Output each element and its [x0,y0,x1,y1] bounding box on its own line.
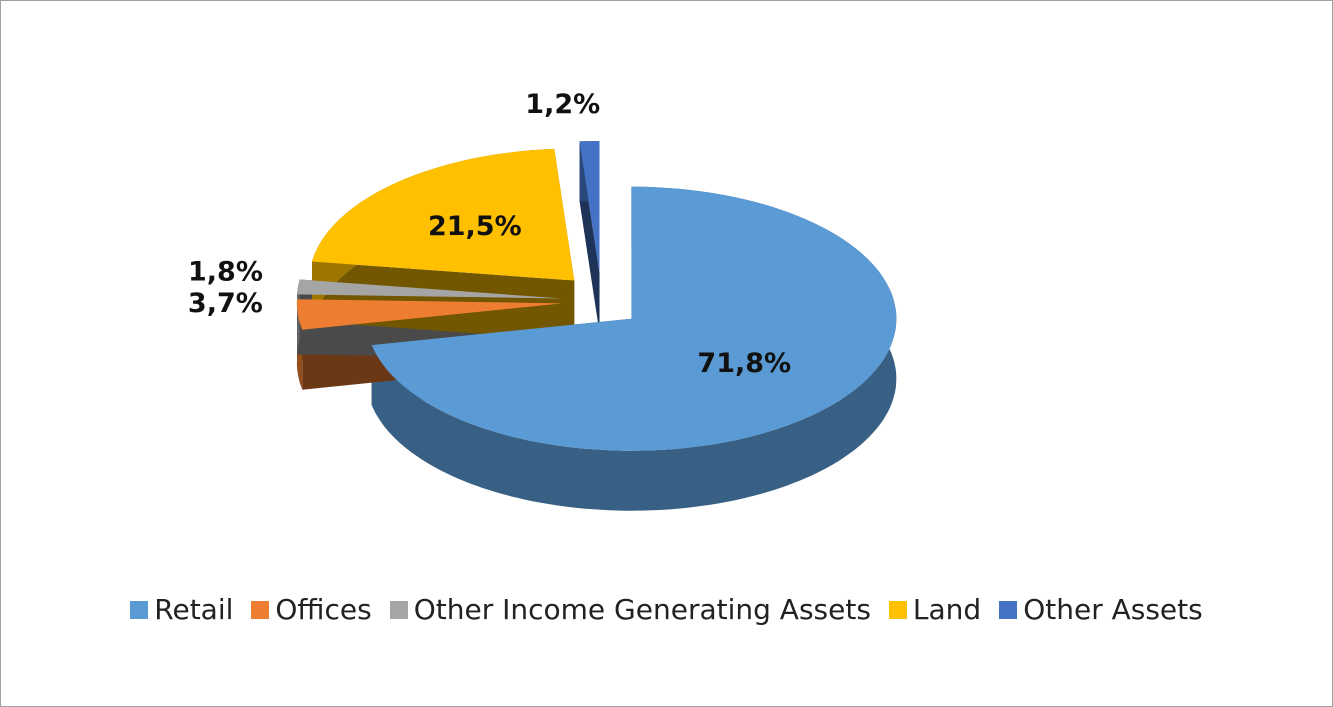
legend-swatch [389,600,408,619]
legend-label: Land [912,593,982,626]
data-label: 21,5% [428,211,522,242]
slice [312,148,575,281]
legend-swatch [888,600,907,619]
slice [371,186,897,451]
legend-label: Other Income Generating Assets [413,593,871,626]
data-label: 1,8% [188,256,263,287]
data-label: 3,7% [188,288,263,319]
legend-item: Other Assets [999,593,1203,626]
legend: Retail Offices Other Income Generating Ass… [1,593,1332,626]
legend-item: Offices [251,593,372,626]
data-label: 71,8% [697,348,791,379]
legend-swatch [999,600,1018,619]
slice [579,141,600,273]
legend-label: Retail [154,593,234,626]
legend-item: Other Income Generating Assets [389,593,871,626]
slice-tops [296,141,897,451]
legend-item: Retail [130,593,233,626]
slice [297,279,562,299]
slice [296,299,562,330]
legend-item: Land [888,593,982,626]
legend-label: Offices [275,593,372,626]
legend-label: Other Assets [1023,593,1203,626]
legend-swatch [251,600,270,619]
data-label: 1,2% [525,89,600,120]
legend-swatch [130,600,149,619]
